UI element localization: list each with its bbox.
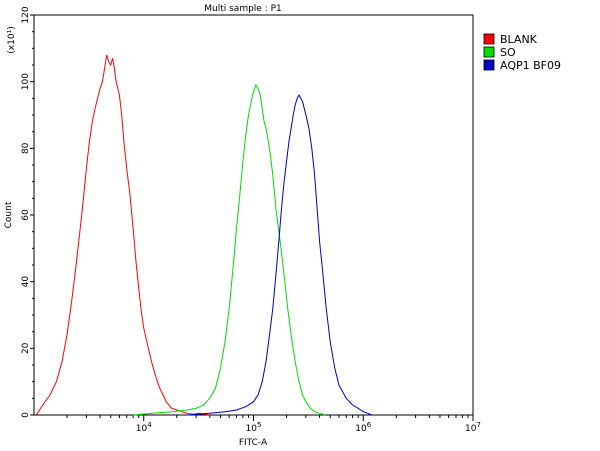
x-axis-label: FITC-A [239,438,268,448]
legend-label-blank: BLANK [500,33,538,46]
y-tick-label: 80 [21,142,31,154]
series-line-so [133,83,326,416]
plot-frame [33,14,474,416]
y-tick-label: 60 [21,209,31,221]
y-axis: 0 20 40 60 80 100 120 [21,6,34,418]
y-tick-label: 20 [21,342,31,354]
series-line-aqp1-bf09 [187,93,373,416]
x-tick-label: 107 [465,421,481,434]
legend-label-so: SO [500,46,516,59]
x-tick-label: 105 [246,421,262,434]
x-tick-label: 104 [136,421,152,434]
legend-swatch-so [483,46,495,58]
y-multiplier-label: (x10¹) [7,26,17,53]
legend-label-aqp1-bf09: AQP1 BF09 [500,59,561,72]
y-tick-label: 100 [21,73,31,90]
series-line-blank [35,54,210,416]
y-tick-label: 120 [21,6,31,23]
y-tick-label: 0 [21,412,31,418]
legend-swatch-blank [483,33,495,45]
legend-swatch-aqp1-bf09 [483,59,495,71]
series-layer [35,54,373,416]
y-tick-label: 40 [21,276,31,288]
y-axis-label: Count [4,201,14,228]
chart-title: Multi sample : P1 [204,4,282,14]
x-tick-label: 106 [355,421,371,434]
x-axis: 104 105 106 107 [66,415,481,434]
